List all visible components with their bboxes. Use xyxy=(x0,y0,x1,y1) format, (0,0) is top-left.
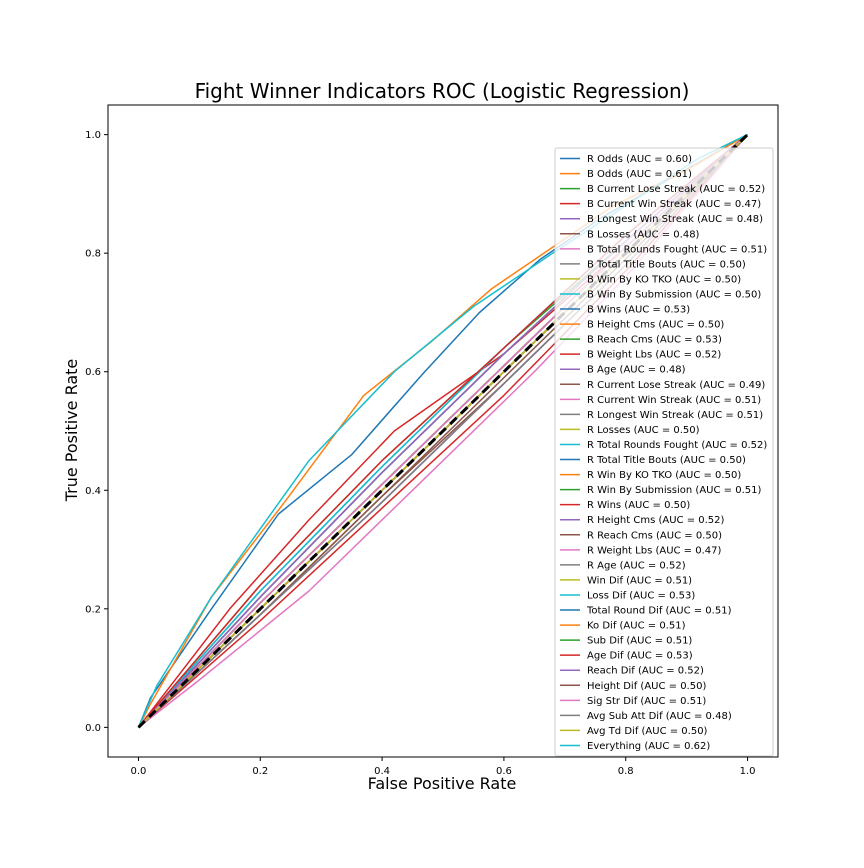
x-tick-label: 0.4 xyxy=(374,766,390,777)
y-tick-label: 0.4 xyxy=(85,486,101,497)
legend-entry-label: Loss Dif (AUC = 0.53) xyxy=(587,590,695,601)
legend-entry-label: B Reach Cms (AUC = 0.53) xyxy=(587,335,722,346)
legend-entry-label: B Odds (AUC = 0.61) xyxy=(587,169,692,180)
legend-entry-label: R Win By KO TKO (AUC = 0.50) xyxy=(587,470,741,481)
x-tick-label: 0.0 xyxy=(131,766,147,777)
legend-entry-label: B Height Cms (AUC = 0.50) xyxy=(587,320,724,331)
plot-frame xyxy=(107,104,779,758)
y-tick-label: 1.0 xyxy=(85,130,101,141)
y-tick-label: 0.8 xyxy=(85,249,101,260)
legend-entry-label: Sub Dif (AUC = 0.51) xyxy=(587,636,692,647)
legend-entry-label: Ko Dif (AUC = 0.51) xyxy=(587,621,686,632)
legend-entry-label: R Reach Cms (AUC = 0.50) xyxy=(587,530,722,541)
legend-entry-label: Avg Sub Att Dif (AUC = 0.48) xyxy=(587,711,732,722)
legend-entry-label: Age Dif (AUC = 0.53) xyxy=(587,651,693,662)
x-tick-label: 0.2 xyxy=(252,766,268,777)
legend-entry-label: Height Dif (AUC = 0.50) xyxy=(587,681,706,692)
legend-entry-label: B Longest Win Streak (AUC = 0.48) xyxy=(587,214,763,225)
axes: 0.0 0.2 0.4 0.6 0.8 1.0 0.0 0.2 0.4 0.6 0.8 1.0 xyxy=(85,104,779,777)
y-tick-label: 0.0 xyxy=(85,723,101,734)
legend-entry-label: B Losses (AUC = 0.48) xyxy=(587,229,700,240)
legend-entry-label: R Losses (AUC = 0.50) xyxy=(587,425,700,436)
legend-entry-label: R Odds (AUC = 0.60) xyxy=(587,154,692,165)
legend-entry-label: Total Round Dif (AUC = 0.51) xyxy=(586,606,732,617)
legend-entry-label: R Height Cms (AUC = 0.52) xyxy=(587,515,725,526)
x-tick-label: 0.6 xyxy=(496,766,512,777)
legend-entry-label: B Total Title Bouts (AUC = 0.50) xyxy=(587,259,746,270)
legend-entry-label: B Current Win Streak (AUC = 0.47) xyxy=(587,199,761,210)
x-axis-label: False Positive Rate xyxy=(368,774,517,793)
y-tick-label: 0.2 xyxy=(85,604,101,615)
legend-entry-label: R Total Rounds Fought (AUC = 0.52) xyxy=(587,440,767,451)
legend-entry-label: R Win By Submission (AUC = 0.51) xyxy=(587,485,761,496)
legend-entry-label: B Weight Lbs (AUC = 0.52) xyxy=(587,350,721,361)
legend-entry-label: Win Dif (AUC = 0.51) xyxy=(587,575,692,586)
y-tick-label: 0.6 xyxy=(85,367,101,378)
legend-entry-label: B Current Lose Streak (AUC = 0.52) xyxy=(587,184,765,195)
chart-title: Fight Winner Indicators ROC (Logistic Re… xyxy=(195,79,690,103)
legend-entry-label: Reach Dif (AUC = 0.52) xyxy=(587,666,704,677)
x-tick-label: 0.8 xyxy=(618,766,634,777)
legend-entry-label: B Age (AUC = 0.48) xyxy=(587,365,686,376)
legend-entry-label: R Longest Win Streak (AUC = 0.51) xyxy=(587,410,763,421)
legend-box xyxy=(554,147,774,757)
legend-entry-label: R Current Lose Streak (AUC = 0.49) xyxy=(587,380,765,391)
legend-entry-label: R Age (AUC = 0.52) xyxy=(587,560,686,571)
legend: R Odds (AUC = 0.60) B Odds (AUC = 0.61) B … xyxy=(554,147,774,757)
legend-entry-label: B Win By Submission (AUC = 0.50) xyxy=(587,289,761,300)
legend-entry-label: R Weight Lbs (AUC = 0.47) xyxy=(587,545,721,556)
legend-entry-label: B Total Rounds Fought (AUC = 0.51) xyxy=(587,244,767,255)
legend-entry-label: R Total Title Bouts (AUC = 0.50) xyxy=(587,455,746,466)
legend-entry-label: Sig Str Dif (AUC = 0.51) xyxy=(587,696,706,707)
legend-entry-label: B Wins (AUC = 0.53) xyxy=(587,305,690,316)
legend-entry-label: B Win By KO TKO (AUC = 0.50) xyxy=(587,274,741,285)
x-tick-label: 1.0 xyxy=(740,766,756,777)
y-axis-label: True Positive Rate xyxy=(62,359,81,503)
legend-entry-label: R Current Win Streak (AUC = 0.51) xyxy=(587,395,761,406)
legend-entry-label: Avg Td Dif (AUC = 0.50) xyxy=(587,726,708,737)
legend-entry-label: Everything (AUC = 0.62) xyxy=(587,741,710,752)
legend-entry-label: R Wins (AUC = 0.50) xyxy=(587,500,690,511)
